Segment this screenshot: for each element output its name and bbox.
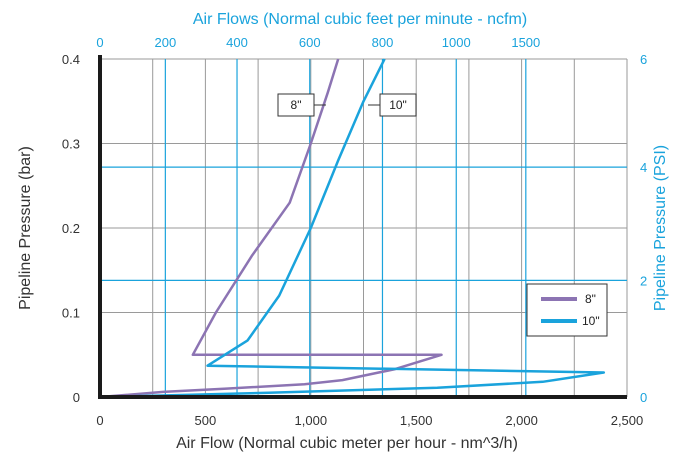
legend-label-8in: 8" <box>585 292 596 306</box>
series-label-8in: 8" <box>277 93 326 117</box>
chart-grid <box>100 58 628 397</box>
x-axis-title: Air Flow (Normal cubic meter per hour - … <box>176 435 518 452</box>
x-tick-label: 500 <box>195 413 217 428</box>
y2-tick-label: 6 <box>640 52 647 67</box>
x2-tick-label: 800 <box>372 35 394 50</box>
series-label-10in: 10" <box>368 93 417 117</box>
x2-tick-label: 0 <box>96 35 103 50</box>
x-tick-label: 1,500 <box>400 413 433 428</box>
series-label-10in-box <box>379 93 417 117</box>
x2-tick-label: 400 <box>226 35 248 50</box>
y2-axis-title: Pipeline Pressure (PSI) <box>652 145 669 311</box>
series-layer <box>99 58 606 399</box>
x2-tick-label: 1000 <box>442 35 471 50</box>
series-line-1 <box>99 58 606 399</box>
x2-axis-title: Air Flows (Normal cubic feet per minute … <box>193 11 527 28</box>
y-tick-label: 0.4 <box>62 52 80 67</box>
x-tick-label: 2,000 <box>505 413 538 428</box>
x2-tick-label: 600 <box>299 35 321 50</box>
y-tick-label: 0.1 <box>62 306 80 321</box>
x2-tick-label: 200 <box>154 35 176 50</box>
x2-tick-label: 1500 <box>511 35 540 50</box>
legend-label-10in: 10" <box>582 314 600 328</box>
y-tick-label: 0.3 <box>62 137 80 152</box>
y2-tick-label: 4 <box>640 160 647 175</box>
y2-tick-label: 0 <box>640 390 647 405</box>
series-label-8in-box <box>277 93 315 117</box>
y-tick-label: 0.2 <box>62 221 80 236</box>
legend-box <box>526 283 608 337</box>
x-tick-label: 0 <box>96 413 103 428</box>
x-tick-label: 2,500 <box>611 413 644 428</box>
series-line-0 <box>99 58 443 399</box>
y-axis-title: Pipeline Pressure (bar) <box>17 146 34 310</box>
y-tick-label: 0 <box>73 390 80 405</box>
legend: 8" 10" <box>526 283 608 337</box>
series-label-10in-text: 10" <box>389 98 407 112</box>
x-tick-label: 1,000 <box>295 413 328 428</box>
y2-tick-label: 2 <box>640 273 647 288</box>
series-label-8in-text: 8" <box>291 98 302 112</box>
chart-axes <box>98 55 627 399</box>
